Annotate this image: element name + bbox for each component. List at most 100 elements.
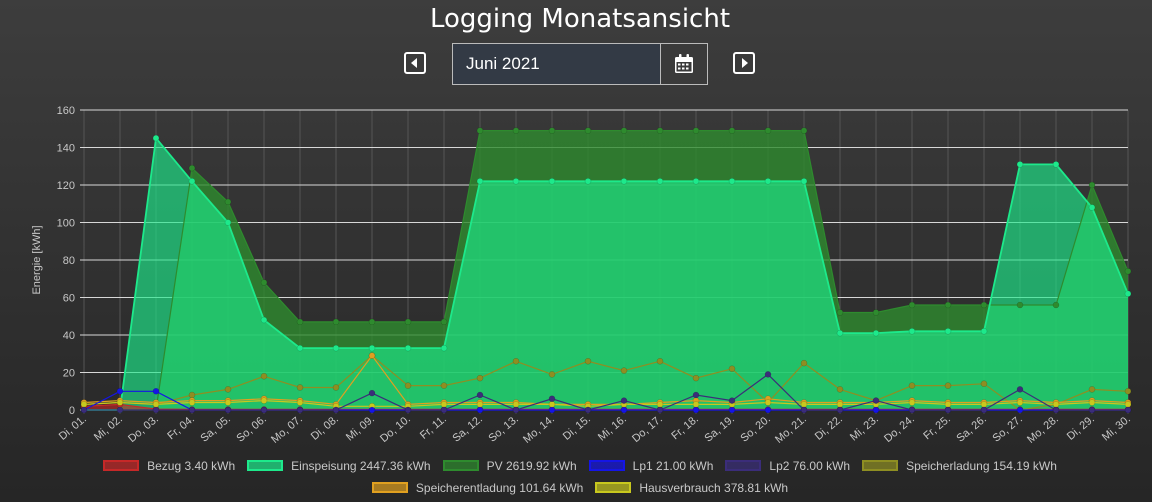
data-point-lp2 bbox=[620, 397, 628, 404]
data-point-lp2 bbox=[404, 406, 412, 414]
data-point-einspeisung bbox=[908, 328, 916, 335]
next-month-button[interactable] bbox=[733, 52, 755, 74]
data-point-hausverbrauch bbox=[440, 401, 448, 408]
data-point-lp1 bbox=[116, 388, 124, 395]
data-point-speicherladung bbox=[800, 359, 808, 367]
y-tick-label: 120 bbox=[57, 180, 75, 192]
data-point-pv bbox=[800, 127, 808, 134]
x-tick-label: Fr, 18. bbox=[669, 413, 701, 442]
data-point-pv bbox=[224, 198, 232, 206]
data-point-speicherladung bbox=[476, 374, 484, 382]
data-point-hausverbrauch bbox=[800, 401, 808, 408]
chevron-right-icon bbox=[742, 58, 748, 68]
data-point-pv bbox=[404, 318, 412, 326]
legend-item-lp1[interactable]: Lp1 21.00 kWh bbox=[588, 459, 713, 473]
data-point-lp2 bbox=[152, 406, 160, 414]
data-point-einspeisung bbox=[368, 344, 376, 352]
data-point-hausverbrauch bbox=[944, 401, 952, 408]
x-tick-label: Sa, 12. bbox=[451, 413, 485, 445]
y-tick-label: 100 bbox=[57, 218, 75, 230]
data-point-speicherladung bbox=[296, 384, 304, 391]
prev-month-button[interactable] bbox=[404, 52, 426, 74]
x-tick-label: Sa, 19. bbox=[703, 413, 737, 445]
data-point-lp2 bbox=[224, 406, 232, 414]
data-point-lp2 bbox=[332, 406, 340, 414]
legend-label: Hausverbrauch 378.81 kWh bbox=[639, 480, 789, 495]
data-point-speicherladung bbox=[260, 373, 268, 380]
data-point-lp1 bbox=[764, 406, 772, 414]
data-point-pv bbox=[332, 318, 340, 326]
data-point-pv bbox=[944, 301, 952, 309]
data-point-speicherladung bbox=[980, 380, 988, 387]
data-point-pv bbox=[1016, 301, 1024, 309]
data-point-einspeisung bbox=[584, 178, 592, 185]
data-point-hausverbrauch bbox=[296, 399, 304, 406]
legend-item-hausverbrauch[interactable]: Hausverbrauch 378.81 kWh bbox=[595, 481, 788, 495]
x-tick-label: Do, 24. bbox=[882, 413, 917, 445]
legend-label: Einspeisung 2447.36 kWh bbox=[291, 458, 431, 473]
data-point-speicherladung bbox=[188, 391, 196, 399]
data-point-einspeisung bbox=[152, 134, 160, 142]
data-point-hausverbrauch bbox=[1052, 401, 1060, 408]
series-line-speicherladung bbox=[83, 354, 1129, 411]
data-point-speicherladung bbox=[512, 358, 520, 365]
data-point-lp2 bbox=[908, 406, 916, 414]
legend-label: Bezug 3.40 kWh bbox=[147, 458, 236, 473]
data-point-lp1 bbox=[620, 406, 628, 414]
data-point-lp1 bbox=[152, 388, 160, 395]
data-point-lp2 bbox=[764, 371, 772, 378]
x-tick-label: Fr, 11. bbox=[418, 413, 449, 442]
data-point-lp2 bbox=[296, 406, 304, 414]
data-point-pv bbox=[872, 309, 880, 316]
data-point-einspeisung bbox=[1088, 204, 1096, 211]
data-point-lp2 bbox=[980, 406, 988, 414]
data-point-hausverbrauch bbox=[1016, 399, 1024, 406]
data-point-hausverbrauch bbox=[836, 401, 844, 408]
data-point-hausverbrauch bbox=[764, 399, 772, 406]
data-point-lp2 bbox=[116, 406, 124, 414]
x-tick-label: Di, 29. bbox=[1065, 413, 1097, 443]
data-point-lp2 bbox=[1052, 406, 1060, 414]
legend-swatch bbox=[371, 482, 408, 493]
data-point-pv bbox=[296, 318, 304, 326]
x-tick-label: Sa, 05. bbox=[199, 413, 233, 445]
data-point-lp2 bbox=[80, 406, 88, 414]
y-tick-label: 0 bbox=[69, 405, 75, 417]
legend-item-speicherladung[interactable]: Speicherladung 154.19 kWh bbox=[862, 459, 1057, 473]
data-point-hausverbrauch bbox=[260, 397, 268, 404]
data-point-lp2 bbox=[548, 395, 556, 402]
x-tick-label: So, 27. bbox=[991, 413, 1025, 445]
legend-item-einspeisung[interactable]: Einspeisung 2447.36 kWh bbox=[247, 458, 431, 473]
x-tick-label: So, 06. bbox=[235, 413, 269, 445]
x-tick-label: Di, 08. bbox=[309, 413, 341, 443]
data-point-lp2 bbox=[368, 389, 376, 397]
data-point-speicherladung bbox=[332, 384, 340, 391]
data-point-hausverbrauch bbox=[116, 399, 124, 406]
data-point-speicherladung bbox=[224, 386, 232, 393]
series-line-lp2 bbox=[84, 373, 1128, 411]
data-point-lp2 bbox=[476, 391, 484, 399]
month-input[interactable] bbox=[453, 44, 660, 84]
legend-item-lp2[interactable]: Lp2 76.00 kWh bbox=[725, 459, 850, 473]
y-tick-label: 20 bbox=[63, 368, 75, 380]
data-point-pv bbox=[836, 309, 844, 316]
legend-label: PV 2619.92 kWh bbox=[486, 458, 577, 473]
legend-item-pv[interactable]: PV 2619.92 kWh bbox=[442, 458, 577, 473]
calendar-button[interactable] bbox=[660, 44, 707, 84]
data-point-pv bbox=[620, 127, 628, 134]
y-tick-label: 140 bbox=[57, 143, 75, 155]
data-point-speicherladung bbox=[656, 358, 664, 365]
x-tick-label: So, 20. bbox=[739, 413, 773, 445]
month-picker bbox=[452, 43, 708, 85]
data-point-hausverbrauch bbox=[1088, 399, 1096, 406]
data-point-einspeisung bbox=[476, 178, 484, 185]
data-point-pv bbox=[368, 318, 376, 326]
data-point-speicherladung bbox=[692, 374, 700, 382]
series-line-pv bbox=[84, 130, 1129, 411]
data-point-pv bbox=[1124, 268, 1132, 275]
legend-item-speicherentladung[interactable]: Speicherentladung 101.64 kWh bbox=[371, 481, 583, 495]
data-point-einspeisung bbox=[980, 328, 988, 335]
data-point-lp1 bbox=[476, 406, 484, 414]
data-point-einspeisung bbox=[1124, 290, 1132, 297]
legend-item-bezug[interactable]: Bezug 3.40 kWh bbox=[103, 459, 235, 473]
